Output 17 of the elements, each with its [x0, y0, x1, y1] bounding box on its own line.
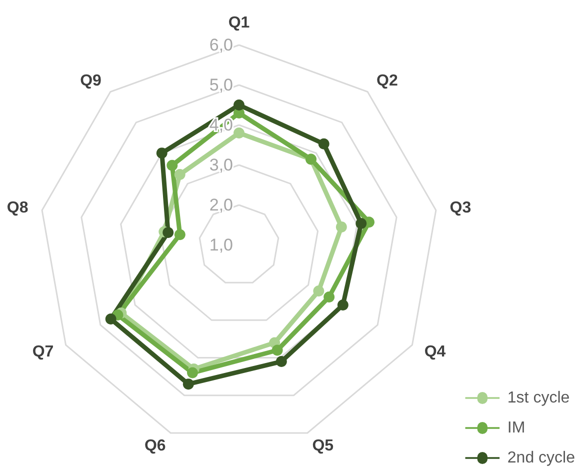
spoke-label: Q5 — [312, 438, 334, 455]
spoke-label: Q3 — [450, 199, 472, 216]
spoke-label: Q6 — [144, 438, 166, 455]
legend-label: IM — [507, 420, 526, 436]
y-tick-label: 2,0 — [209, 196, 233, 214]
y-tick-label: 6,0 — [209, 36, 233, 54]
y-tick-label: 3,0 — [209, 156, 233, 174]
spoke-label: Q9 — [80, 72, 102, 90]
spoke-label: Q1 — [228, 14, 250, 32]
y-tick-label: 5,0 — [209, 76, 233, 94]
spoke-label: Q4 — [424, 344, 446, 360]
legend-label: 1st cycle — [507, 390, 570, 406]
legend-label: 2nd cycle — [507, 450, 576, 466]
spoke-label: Q2 — [376, 72, 398, 90]
spoke-label: Q8 — [6, 199, 28, 216]
spoke-label: Q7 — [32, 344, 54, 360]
y-tick-label: 1,0 — [209, 236, 233, 254]
